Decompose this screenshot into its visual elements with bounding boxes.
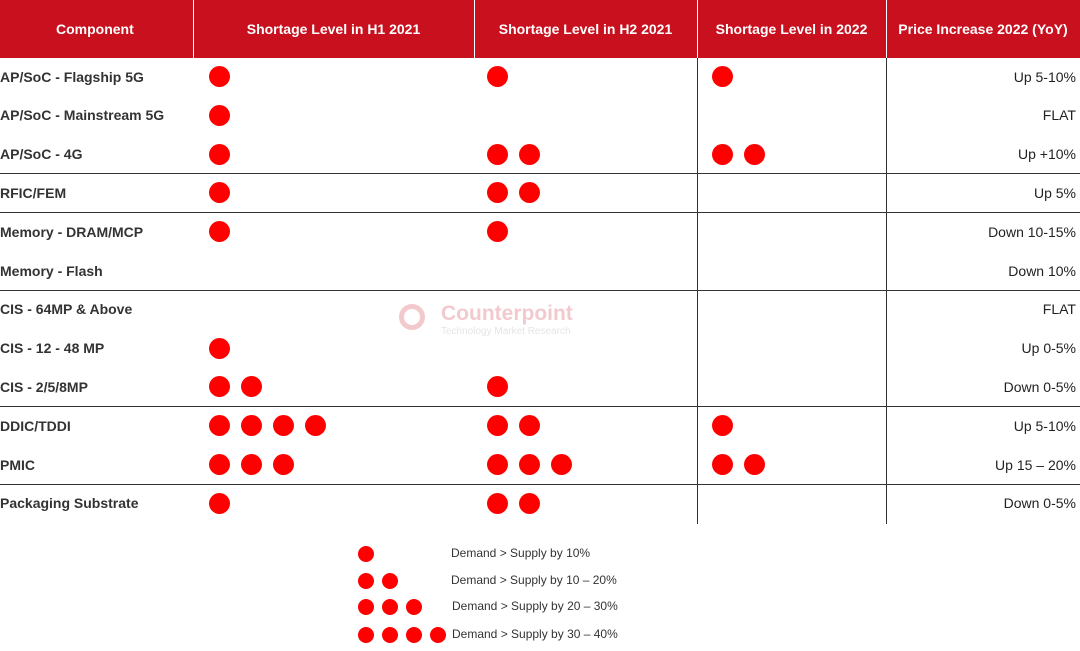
group-divider [0, 406, 1080, 407]
price-change-value: FLAT [1042, 107, 1076, 123]
shortage-dot [519, 493, 540, 514]
component-label: DDIC/TDDI [0, 418, 71, 434]
counterpoint-logo-icon [399, 304, 425, 330]
shortage-dot [241, 376, 262, 397]
component-label: Memory - DRAM/MCP [0, 224, 144, 240]
shortage-dot [487, 415, 508, 436]
legend-dot [358, 546, 374, 562]
shortage-dot [209, 415, 230, 436]
legend-dot [382, 573, 398, 589]
shortage-dot [487, 376, 508, 397]
price-change-value: Up 5-10% [1013, 69, 1076, 85]
legend-dot [382, 627, 398, 643]
shortage-dot [209, 144, 230, 165]
shortage-dot [487, 454, 508, 475]
legend-label: Demand > Supply by 20 – 30% [452, 599, 618, 613]
shortage-dot [519, 144, 540, 165]
price-change-value: Up 5-10% [1013, 418, 1076, 434]
legend-label: Demand > Supply by 10% [451, 546, 591, 560]
group-divider [0, 290, 1080, 291]
shortage-dot [487, 66, 508, 87]
shortage-dot [241, 454, 262, 475]
legend-dot [358, 627, 374, 643]
shortage-dot [487, 144, 508, 165]
price-change-value: Up +10% [1018, 146, 1076, 162]
shortage-dot [487, 493, 508, 514]
header-2022: Shortage Level in 2022 [697, 0, 886, 58]
group-divider [0, 173, 1080, 174]
shortage-dot [519, 454, 540, 475]
component-label: CIS - 12 - 48 MP [0, 340, 105, 356]
group-divider [0, 484, 1080, 485]
price-change-value: Up 5% [1033, 185, 1076, 201]
price-change-value: Up 15 – 20% [995, 457, 1076, 473]
legend-dot [382, 599, 398, 615]
header-separator [193, 0, 194, 58]
shortage-dot [209, 338, 230, 359]
shortage-dot [305, 415, 326, 436]
component-label: PMIC [0, 457, 35, 473]
header-h2-2021: Shortage Level in H2 2021 [474, 0, 697, 58]
shortage-dot [712, 66, 733, 87]
shortage-dot [744, 454, 765, 475]
watermark-name: Counterpoint [441, 302, 573, 325]
group-divider [0, 212, 1080, 213]
shortage-dot [241, 415, 262, 436]
price-change-value: Up 0-5% [1021, 340, 1076, 356]
shortage-dot [487, 221, 508, 242]
component-label: AP/SoC - Flagship 5G [0, 69, 144, 85]
shortage-dot [209, 221, 230, 242]
shortage-dot [273, 415, 294, 436]
header-component: Component [0, 0, 193, 58]
price-change-value: Down 0-5% [1003, 379, 1076, 395]
shortage-dot [712, 144, 733, 165]
shortage-dot [209, 66, 230, 87]
price-change-value: Down 10-15% [988, 224, 1076, 240]
header-separator [886, 0, 887, 58]
legend-dot [358, 573, 374, 589]
shortage-dot [519, 182, 540, 203]
watermark-tagline: Technology Market Research [441, 326, 571, 337]
price-change-value: Down 10% [1008, 263, 1076, 279]
component-label: CIS - 64MP & Above [0, 301, 133, 317]
component-label: RFIC/FEM [0, 185, 67, 201]
component-label: Memory - Flash [0, 263, 103, 279]
shortage-dot [209, 182, 230, 203]
shortage-dot [209, 454, 230, 475]
legend-dot [406, 627, 422, 643]
shortage-dot [273, 454, 294, 475]
component-label: AP/SoC - Mainstream 5G [0, 107, 165, 123]
shortage-dot [209, 376, 230, 397]
component-label: AP/SoC - 4G [0, 146, 83, 162]
header-separator [474, 0, 475, 58]
component-label: Packaging Substrate [0, 495, 139, 511]
shortage-dot [744, 144, 765, 165]
shortage-dot [712, 454, 733, 475]
header-separator [697, 0, 698, 58]
legend-label: Demand > Supply by 30 – 40% [452, 627, 618, 641]
shortage-dot [487, 182, 508, 203]
header-h1-2021: Shortage Level in H1 2021 [193, 0, 474, 58]
shortage-dot [712, 415, 733, 436]
shortage-dot [209, 493, 230, 514]
legend-dot [430, 627, 446, 643]
shortage-dot [519, 415, 540, 436]
price-change-value: FLAT [1042, 301, 1076, 317]
header-price-increase: Price Increase 2022 (YoY) [886, 0, 1080, 58]
price-change-value: Down 0-5% [1003, 495, 1076, 511]
shortage-dot [209, 105, 230, 126]
shortage-dot [551, 454, 572, 475]
legend-label: Demand > Supply by 10 – 20% [451, 573, 617, 587]
legend-dot [358, 599, 374, 615]
legend-dot [406, 599, 422, 615]
component-label: CIS - 2/5/8MP [0, 379, 88, 395]
